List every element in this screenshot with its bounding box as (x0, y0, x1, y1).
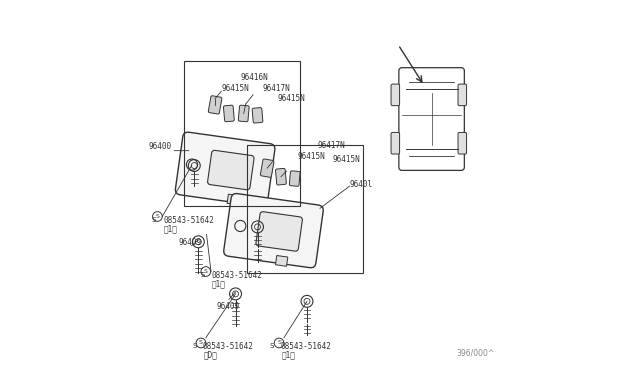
Text: （1）: （1） (282, 350, 295, 359)
Text: S: S (152, 217, 156, 223)
Text: 96415N: 96415N (221, 84, 249, 93)
FancyBboxPatch shape (260, 159, 274, 177)
Text: S: S (200, 272, 205, 278)
Text: 08543-51642: 08543-51642 (211, 271, 262, 280)
Text: S: S (193, 343, 197, 349)
Text: 96416N: 96416N (240, 73, 268, 81)
Bar (275, 256, 288, 266)
Bar (227, 194, 239, 205)
FancyBboxPatch shape (207, 150, 254, 190)
Text: S: S (199, 340, 203, 346)
Text: 96417N: 96417N (317, 141, 345, 150)
FancyBboxPatch shape (238, 105, 249, 122)
Text: 96409: 96409 (216, 302, 240, 311)
FancyBboxPatch shape (458, 84, 467, 106)
Text: 96417N: 96417N (262, 84, 290, 93)
FancyBboxPatch shape (252, 108, 263, 123)
Text: 96415N: 96415N (277, 94, 305, 103)
FancyBboxPatch shape (458, 132, 467, 154)
FancyBboxPatch shape (391, 84, 399, 106)
Text: （D）: （D） (204, 350, 218, 359)
FancyBboxPatch shape (175, 132, 275, 206)
Text: （1）: （1） (164, 224, 178, 233)
FancyBboxPatch shape (391, 132, 399, 154)
FancyBboxPatch shape (209, 96, 222, 114)
FancyBboxPatch shape (224, 193, 323, 268)
Text: 96400: 96400 (149, 142, 172, 151)
FancyBboxPatch shape (256, 212, 302, 251)
Text: 396/000^: 396/000^ (456, 348, 495, 357)
Text: 96409: 96409 (179, 238, 202, 247)
FancyBboxPatch shape (276, 169, 286, 185)
FancyBboxPatch shape (223, 105, 234, 122)
Text: S: S (277, 340, 281, 346)
Bar (248, 145, 363, 273)
Text: 08543-51642: 08543-51642 (163, 216, 214, 225)
Text: S: S (156, 214, 159, 219)
Text: 9640l: 9640l (349, 180, 372, 189)
Bar (184, 61, 300, 206)
Text: S: S (269, 343, 273, 349)
FancyBboxPatch shape (289, 171, 300, 186)
Text: S: S (204, 269, 208, 274)
Text: （1）: （1） (212, 279, 226, 288)
Text: 08543-51642: 08543-51642 (203, 342, 253, 351)
Text: 08543-51642: 08543-51642 (280, 342, 331, 351)
Text: 96415N: 96415N (332, 155, 360, 164)
Text: 96415N: 96415N (298, 153, 325, 161)
